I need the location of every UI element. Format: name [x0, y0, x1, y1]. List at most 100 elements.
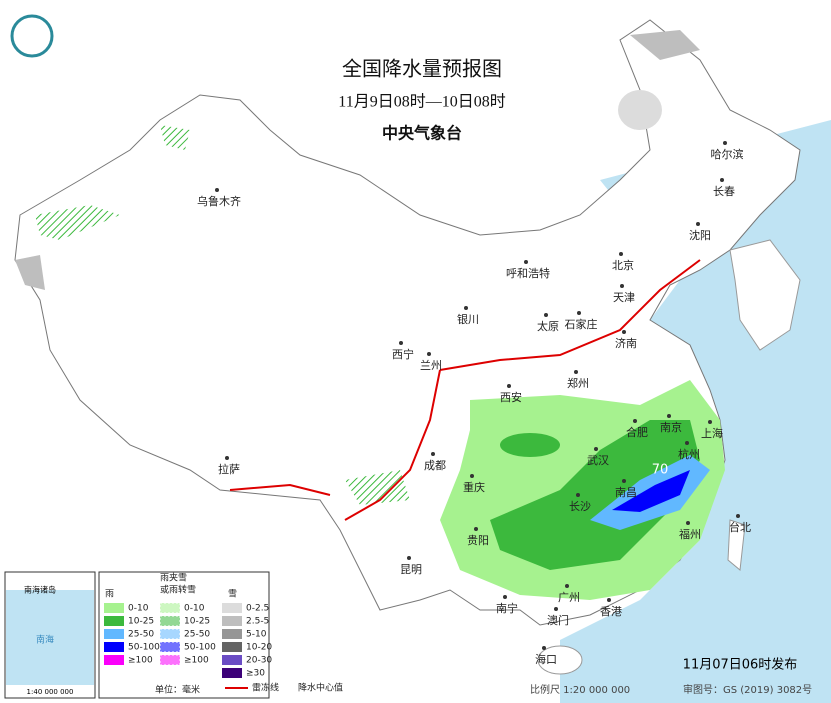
city-dot: [215, 188, 219, 192]
legend-swatch: [159, 628, 181, 640]
agency: 中央气象台: [382, 124, 462, 143]
snow-2.5-5: [630, 30, 700, 60]
korea: [729, 239, 801, 351]
city-label: 武汉: [587, 454, 609, 467]
rain-10-25: [490, 420, 700, 570]
city-label: 贵阳: [467, 534, 489, 547]
freezing-line: [344, 369, 441, 521]
city-dot: [474, 527, 478, 531]
city-label: 西安: [500, 390, 522, 404]
city-dot: [427, 352, 431, 356]
city-label: 香港: [600, 605, 622, 618]
city-label: 昆明: [400, 563, 422, 576]
city-label: 南宁: [496, 601, 518, 615]
city-dot: [622, 330, 626, 334]
city-dot: [622, 479, 626, 483]
snow-0-2.5: [618, 90, 662, 130]
legend-label: ≥100: [128, 656, 153, 666]
inset-sea: 南海: [36, 634, 54, 646]
city-label: 南昌: [615, 486, 637, 499]
city-dot: [577, 311, 581, 315]
legend-label: 10-25: [128, 617, 154, 627]
legend-symbol: 降水中心值: [298, 682, 343, 694]
city-label: 长春: [713, 185, 735, 198]
city-label: 天津: [613, 291, 635, 304]
city-dot: [685, 441, 689, 445]
city-dot: [667, 414, 671, 418]
legend-swatch: [159, 615, 181, 627]
mixed-0-10: [345, 470, 410, 505]
city-label: 澳门: [547, 613, 569, 627]
city-label: 呼和浩特: [506, 266, 550, 280]
legend-unit: 单位：毫米: [155, 684, 200, 696]
inset-title: 南海诸岛: [24, 585, 56, 595]
city-dot: [503, 595, 507, 599]
city-dot: [464, 306, 468, 310]
city-dot: [399, 341, 403, 345]
legend-swatch: [159, 602, 181, 614]
legend-label: 0-2.5: [246, 604, 269, 614]
legend-label: 2.5-5: [246, 617, 269, 627]
city-label: 西宁: [392, 347, 414, 361]
mixed-0-10: [35, 205, 120, 240]
city-label: 合肥: [626, 425, 648, 439]
city-label: 杭州: [678, 447, 700, 461]
legend-label: ≥30: [246, 669, 265, 679]
issued-time: 11月07日06时发布: [683, 657, 798, 673]
city-dot: [470, 474, 474, 478]
city-dot: [576, 493, 580, 497]
legend-label: 25-50: [184, 630, 210, 640]
city-label: 乌鲁木齐: [197, 194, 241, 208]
legend-label: 50-100: [128, 643, 160, 653]
city-dot: [620, 284, 624, 288]
legend-label: 0-10: [184, 604, 205, 614]
freezing-line: [229, 483, 331, 496]
city-label: 长沙: [569, 500, 591, 513]
city-dot: [554, 607, 558, 611]
city-label: 太原: [537, 320, 559, 333]
max-center-value: 70: [652, 463, 669, 478]
city-dot: [544, 313, 548, 317]
city-dot: [431, 452, 435, 456]
legend-mixed-title: 雨夹雪: [160, 572, 187, 584]
hainan: [537, 645, 583, 675]
city-dot: [723, 141, 727, 145]
legend-label: 20-30: [246, 656, 272, 666]
legend-label: 5-10: [246, 630, 267, 640]
city-dot: [542, 646, 546, 650]
city-label: 海口: [535, 652, 557, 666]
legend-label: 10-25: [184, 617, 210, 627]
legend-swatch: [104, 629, 124, 639]
snow-2.5-5: [15, 255, 45, 290]
review-number: 审图号：GS (2019) 3082号: [683, 683, 812, 696]
legend-symbol: 雷冻线: [252, 682, 279, 694]
mixed-0-10: [160, 125, 190, 150]
city-dot: [594, 447, 598, 451]
legend-swatch: [159, 654, 181, 666]
city-label: 重庆: [463, 480, 485, 494]
legend-swatch: [222, 603, 242, 613]
legend-swatch: [159, 641, 181, 653]
legend-swatch: [104, 655, 124, 665]
city-dot: [565, 584, 569, 588]
inset-scale: 1:40 000 000: [27, 688, 74, 696]
rain-10-25: [500, 433, 560, 457]
city-label: 哈尔滨: [711, 147, 744, 161]
city-dot: [607, 598, 611, 602]
legend-rain-title: 雨: [105, 589, 114, 600]
city-dot: [225, 456, 229, 460]
city-label: 石家庄: [565, 317, 598, 331]
city-dot: [574, 370, 578, 374]
rain-50-100: [612, 470, 690, 512]
legend-swatch: [104, 616, 124, 626]
legend-swatch: [222, 642, 242, 652]
map-title: 全国降水量预报图: [342, 57, 502, 81]
legend-snow-title: 雪: [228, 589, 237, 600]
legend-label: 50-100: [184, 643, 216, 653]
city-dot: [736, 514, 740, 518]
city-dot: [708, 420, 712, 424]
legend-label: 25-50: [128, 630, 154, 640]
city-dot: [686, 521, 690, 525]
map-subtitle: 11月9日08时—10日08时: [338, 93, 505, 111]
city-label: 济南: [615, 336, 637, 350]
